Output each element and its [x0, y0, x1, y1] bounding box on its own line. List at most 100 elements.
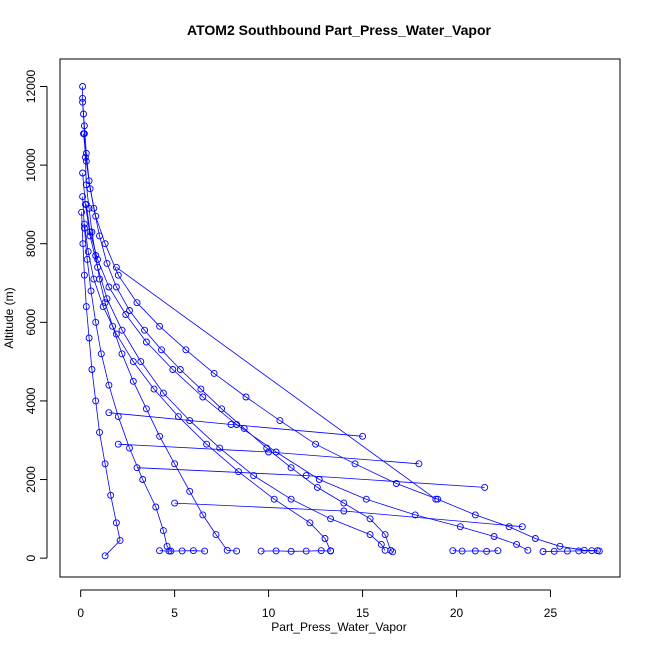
- x-axis-label: Part_Press_Water_Vapor: [271, 620, 406, 634]
- series-12: [171, 499, 526, 531]
- series-line: [82, 196, 172, 552]
- data-point: [79, 98, 87, 106]
- series-line: [174, 502, 523, 528]
- series-7: [82, 200, 532, 554]
- data-point: [199, 511, 207, 519]
- data-point: [513, 540, 521, 548]
- data-point: [86, 228, 94, 236]
- data-point: [223, 546, 231, 554]
- data-point: [265, 448, 273, 456]
- series-6: [80, 220, 335, 555]
- data-point: [112, 330, 120, 338]
- data-point: [287, 464, 295, 472]
- data-point: [163, 542, 171, 550]
- data-point: [257, 547, 265, 555]
- data-point: [287, 495, 295, 503]
- data-point: [490, 533, 498, 540]
- data-point: [122, 311, 130, 318]
- data-point: [158, 346, 165, 354]
- data-point: [126, 307, 133, 314]
- series-line: [82, 86, 237, 552]
- series-line: [83, 133, 598, 552]
- data-point: [575, 547, 583, 555]
- series-line: [84, 224, 331, 551]
- data-point: [588, 547, 596, 555]
- data-point: [96, 428, 103, 436]
- data-point: [563, 547, 571, 555]
- series-line: [116, 266, 437, 500]
- data-point: [79, 169, 87, 177]
- data-point: [137, 358, 145, 366]
- data-point: [79, 83, 87, 90]
- data-point: [176, 366, 184, 373]
- series-line: [261, 550, 331, 552]
- series-9: [114, 440, 423, 468]
- x-axis: 0 5 10 15 20 25: [77, 589, 557, 620]
- y-tick-label: 6000: [24, 309, 38, 336]
- data-point: [366, 515, 374, 523]
- series-line: [82, 172, 386, 551]
- data-point: [133, 299, 141, 307]
- data-point: [112, 283, 120, 291]
- data-point: [210, 369, 218, 377]
- data-point: [471, 511, 479, 519]
- series-4: [79, 193, 175, 555]
- y-axis: 0 2000 4000 6000 8000 10000 12000: [24, 70, 48, 561]
- data-point: [159, 527, 167, 535]
- data-point: [359, 432, 367, 440]
- data-point: [139, 476, 147, 483]
- data-point: [82, 303, 90, 311]
- data-point: [129, 358, 137, 366]
- plot-frame: [59, 58, 621, 578]
- data-point: [235, 468, 242, 476]
- data-point: [550, 547, 558, 555]
- data-point: [381, 546, 389, 554]
- y-tick-label: 12000: [24, 70, 38, 104]
- y-axis-label: Altitude (m): [2, 287, 16, 348]
- data-point: [197, 385, 205, 393]
- y-tick-label: 4000: [24, 387, 38, 414]
- data-point: [434, 495, 442, 503]
- data-point: [133, 464, 141, 472]
- series-line: [542, 550, 600, 552]
- data-point: [118, 350, 126, 358]
- series-1: [79, 98, 397, 556]
- data-point: [156, 547, 164, 555]
- series-line: [85, 204, 529, 551]
- data-point: [327, 547, 335, 555]
- x-tick-label: 20: [450, 606, 464, 620]
- series-line: [108, 412, 363, 437]
- data-point: [531, 535, 539, 542]
- data-point: [270, 495, 278, 503]
- data-point: [481, 483, 489, 491]
- data-point: [250, 472, 258, 480]
- data-point: [201, 547, 209, 555]
- data-point: [141, 326, 149, 334]
- series-3: [79, 169, 389, 554]
- series-10: [133, 464, 489, 491]
- data-point: [302, 472, 310, 480]
- y-tick-label: 8000: [24, 230, 38, 257]
- series-8: [112, 263, 440, 503]
- data-point: [103, 259, 111, 267]
- data-point: [156, 432, 164, 440]
- data-point: [82, 149, 90, 157]
- data-point: [92, 397, 100, 405]
- data-point: [80, 220, 88, 228]
- data-point: [518, 523, 526, 531]
- series-line: [136, 467, 485, 488]
- series-2: [80, 130, 601, 555]
- data-point: [272, 547, 280, 555]
- data-point: [80, 122, 88, 130]
- data-point: [203, 440, 211, 448]
- data-point: [156, 322, 164, 330]
- data-point: [83, 255, 91, 263]
- data-point: [142, 405, 150, 413]
- data-point: [351, 460, 359, 468]
- data-point: [340, 499, 348, 507]
- series-13: [449, 547, 502, 555]
- data-point: [152, 503, 160, 511]
- data-point: [524, 546, 532, 554]
- data-point: [86, 185, 94, 193]
- data-point: [449, 547, 457, 555]
